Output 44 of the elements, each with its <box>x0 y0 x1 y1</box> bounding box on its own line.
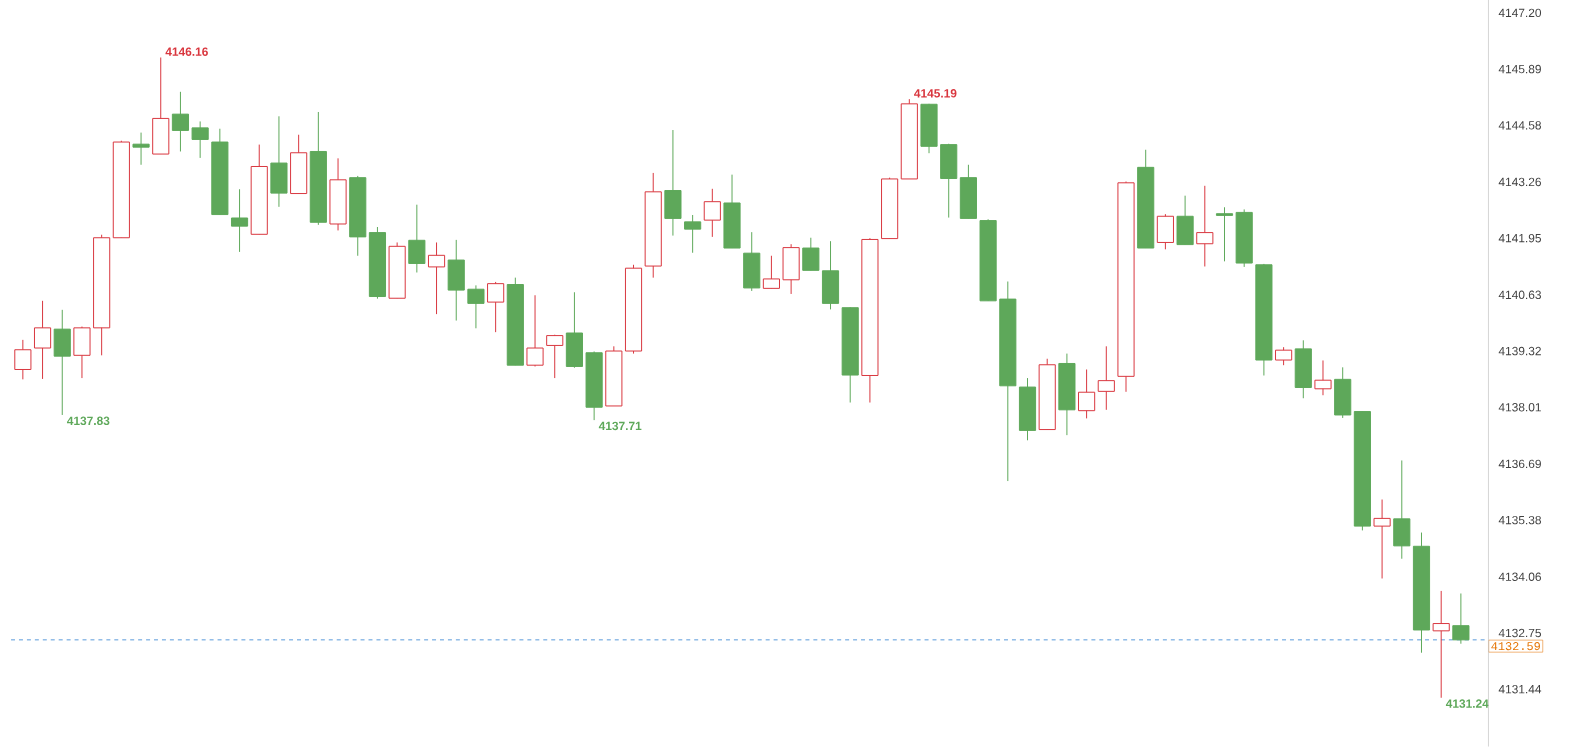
y-tick-label: 4134.06 <box>1498 572 1541 582</box>
y-tick-label: 4136.69 <box>1498 459 1541 469</box>
candlestick <box>802 237 820 271</box>
ref-line-label: 4132.59 <box>1491 642 1540 651</box>
candlestick <box>487 281 505 333</box>
candlestick <box>1097 345 1115 411</box>
candlestick <box>230 188 249 253</box>
annotation: 4137.71 <box>598 421 642 431</box>
candlestick <box>467 285 485 329</box>
candlestick <box>14 339 32 380</box>
candlestick <box>762 255 780 290</box>
y-tick-label: 4141.95 <box>1498 234 1542 243</box>
candlestick <box>1432 590 1450 699</box>
candlestick <box>546 334 564 379</box>
candlestick <box>526 294 544 368</box>
y-tick-label: 4131.44 <box>1498 685 1542 694</box>
candlestick <box>427 242 446 315</box>
candlestick <box>33 300 52 380</box>
candlestick <box>1215 206 1234 262</box>
y-tick-label: 4140.63 <box>1498 290 1541 300</box>
y-tick-label: 4138.01 <box>1498 403 1541 412</box>
y-tick-label: 4147.20 <box>1498 8 1542 18</box>
candlestick <box>1452 593 1470 645</box>
candlestick <box>171 91 190 153</box>
y-tick-label: 4145.89 <box>1498 64 1541 74</box>
annotation: 4131.24 <box>1445 699 1489 708</box>
candlestick <box>684 214 702 254</box>
candlestick <box>408 204 426 274</box>
candlestick <box>132 132 150 166</box>
annotation: 4145.19 <box>914 89 957 98</box>
candlestick <box>1314 360 1332 396</box>
y-tick-label: 4139.32 <box>1498 346 1541 356</box>
candlestick <box>1373 499 1391 580</box>
candlestick <box>1196 185 1214 268</box>
candlestick <box>703 188 721 238</box>
candlestick <box>191 121 209 159</box>
annotation: 4137.83 <box>66 416 110 426</box>
y-tick-label: 4143.26 <box>1498 177 1541 187</box>
candlestick <box>1078 369 1096 420</box>
y-tick-label: 4135.38 <box>1498 516 1541 525</box>
y-tick-label: 4144.58 <box>1498 121 1541 130</box>
candlestick <box>1275 346 1293 366</box>
annotation: 4146.16 <box>165 47 208 57</box>
y-tick-label: 4132.75 <box>1498 628 1542 638</box>
